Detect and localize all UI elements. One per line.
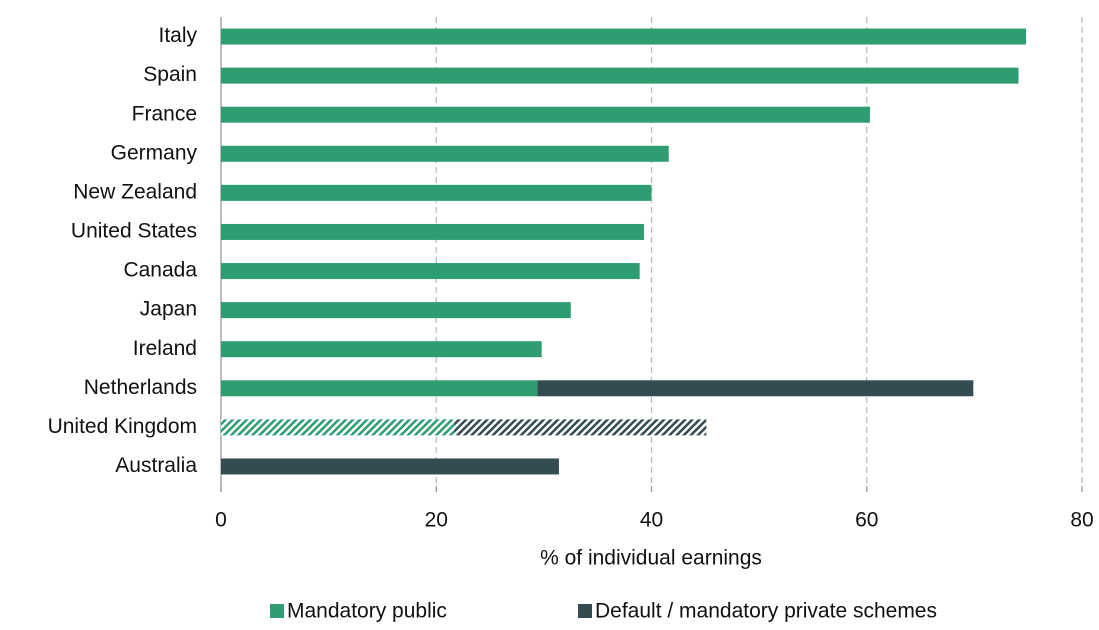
bar [221,223,644,240]
bar [221,28,1027,45]
y-tick-label: Spain [143,63,197,86]
y-tick-label: Japan [140,298,197,321]
bar [537,380,974,397]
y-tick-label: United States [71,220,197,243]
bar [454,419,707,436]
bar [221,145,669,162]
x-tick-label: 40 [640,509,663,532]
x-tick-label: 20 [425,509,448,532]
legend-label: Default / mandatory private schemes [595,600,937,623]
y-tick-label: Netherlands [84,376,197,399]
bar [221,67,1019,84]
x-tick-label: 80 [1070,509,1093,532]
y-tick-label: France [132,102,197,125]
y-tick-label: New Zealand [73,180,197,203]
x-tick-label: 60 [855,509,878,532]
y-tick-label: United Kingdom [48,415,197,438]
y-tick-label: Australia [115,454,197,477]
bar [221,302,571,319]
bar [221,263,640,280]
bar [221,341,542,358]
bar [221,419,455,436]
y-tick-label: Ireland [133,337,197,360]
x-tick-label: 0 [215,509,227,532]
legend-swatch [270,604,284,618]
bar [221,106,870,123]
x-axis-label: % of individual earnings [540,547,762,570]
legend-swatch [578,604,592,618]
legend-label: Mandatory public [287,600,447,623]
y-tick-label: Canada [123,259,197,282]
bar [221,184,652,201]
bar [221,458,559,475]
y-tick-label: Germany [111,141,198,164]
bar [221,380,538,397]
y-tick-label: Italy [158,24,197,47]
